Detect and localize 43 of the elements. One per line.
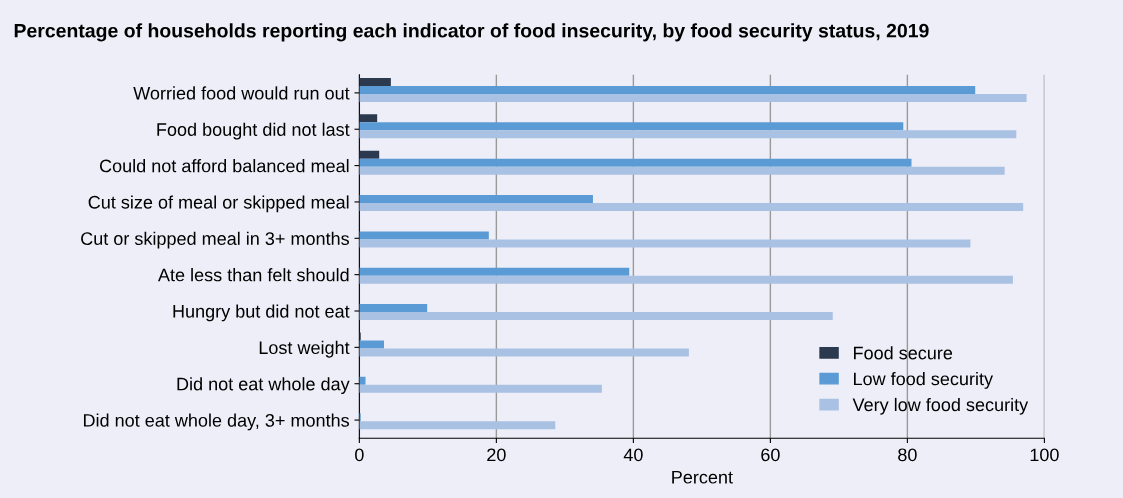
bar [359,340,385,349]
x-tick-label: 40 [623,448,643,462]
bar [359,77,391,86]
y-tick-label: Could not afford balanced meal [99,159,349,173]
y-tick-label: Worried food would run out [133,86,350,100]
bar [359,158,912,167]
x-tick-label: 100 [1030,448,1059,462]
y-tick-label: Cut or skipped meal in 3+ months [81,231,349,249]
bar [359,312,833,321]
y-tick-label: Hungry but did not eat [173,304,350,322]
bar [359,203,1024,212]
bar [359,275,1013,284]
x-tick-label: 60 [761,448,780,462]
bar [359,85,976,94]
x-tick-label: 0 [355,448,364,462]
x-tick-label: 80 [898,448,917,462]
y-tick-label: Cut size of meal or skipped meal [88,195,349,213]
bar [359,384,602,393]
y-tick-label: Did not eat whole day [177,377,350,394]
legend-label: Low food security [854,372,993,389]
bar [359,304,428,313]
legend-label: Food secure [854,346,953,360]
bar [359,93,1027,102]
x-tick-label: 20 [487,448,506,462]
chart-title: Percentage of households reporting each indicator of food insecurity, by food security status, 2019 [14,23,929,42]
bar [359,122,904,131]
y-tick-label: Ate less than felt should [157,268,349,282]
y-tick-label: Did not eat whole day, 3+ months [83,413,349,431]
bar [359,348,689,357]
bar [359,166,1005,175]
bar [359,239,971,248]
bar [359,267,630,276]
bar [359,376,366,385]
bar [359,150,380,159]
bar [359,114,378,123]
bar [359,231,489,240]
y-tick-label: Food bought did not last [157,122,350,140]
y-tick-label: Lost weight [259,340,350,358]
bar [359,130,1017,139]
bar [359,195,593,204]
x-axis-title: Percent [672,471,733,484]
legend-label: Very low food security [852,397,1029,415]
bar [359,421,556,430]
